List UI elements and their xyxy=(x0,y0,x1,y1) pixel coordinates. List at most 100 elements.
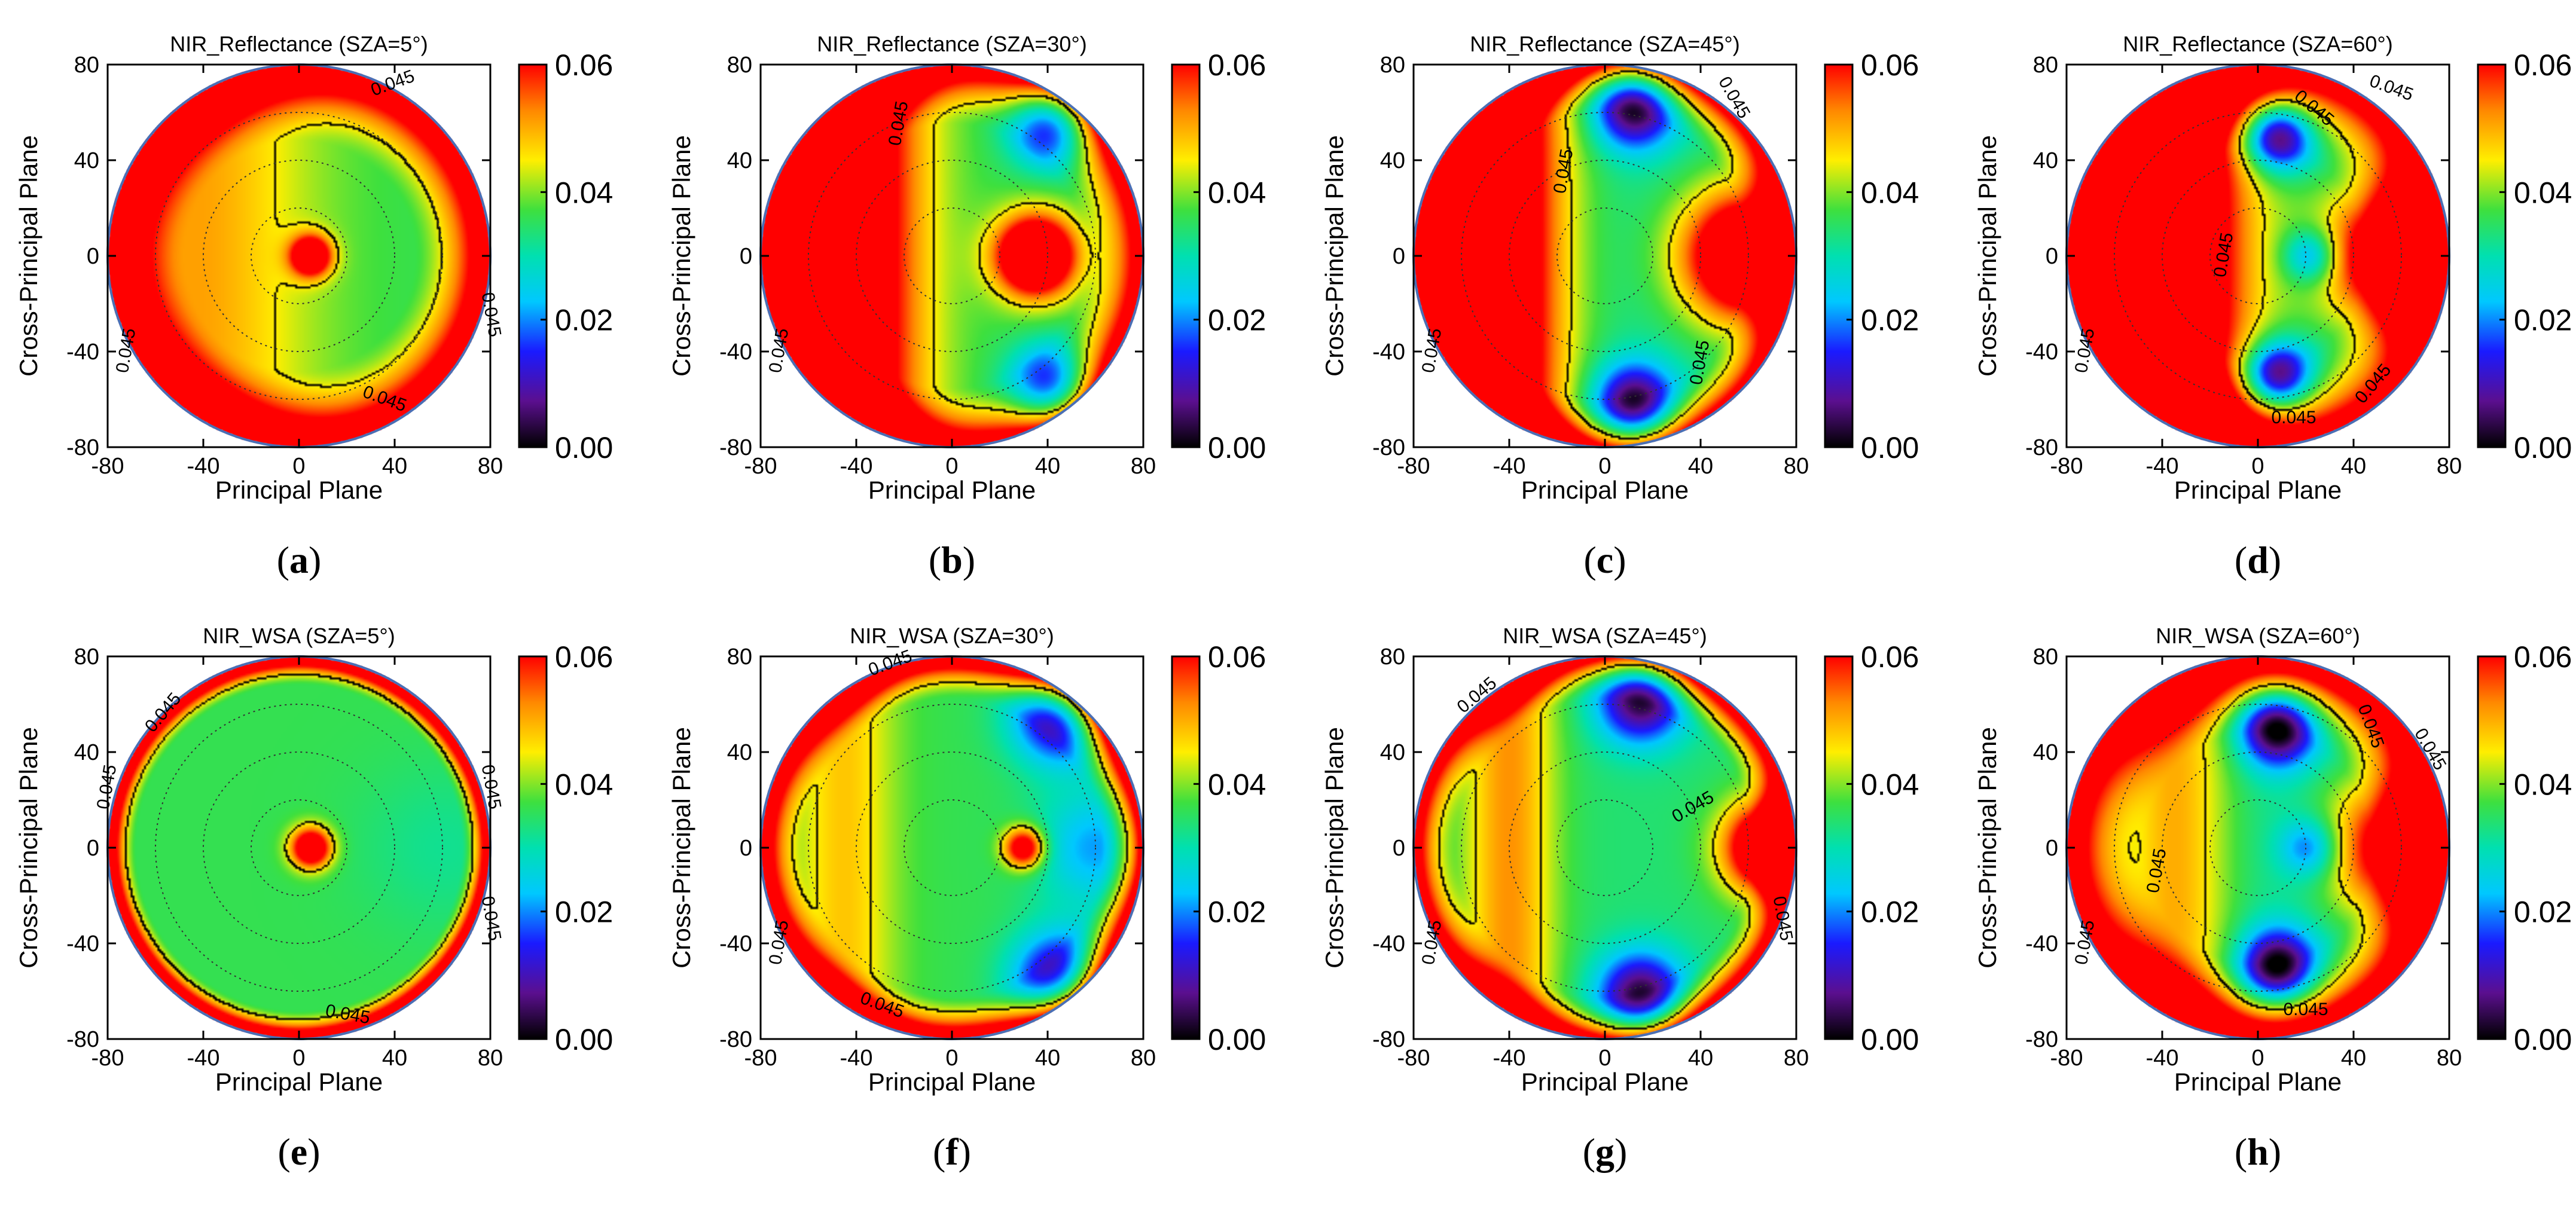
y-tick-label: -40 xyxy=(2025,340,2058,365)
y-tick-label: 80 xyxy=(74,53,99,78)
y-tick-label: 40 xyxy=(1380,740,1405,765)
grid-ring xyxy=(808,704,1096,992)
x-tick-label: 80 xyxy=(2437,1046,2462,1071)
grid-ring xyxy=(155,112,443,400)
colorbar-tick-label: 0.02 xyxy=(2514,896,2572,929)
panel-caption: (g) xyxy=(1583,1130,1628,1173)
colorbar-tick-label: 0.02 xyxy=(1861,896,1919,929)
colorbar-tick-label: 0.00 xyxy=(1861,431,1919,465)
x-axis-label: Principal Plane xyxy=(868,476,1036,504)
grid-ring xyxy=(1509,160,1701,352)
panel-title: NIR_WSA (SZA=60°) xyxy=(2156,624,2360,648)
colorbar-tick-label: 0.02 xyxy=(2514,304,2572,337)
colorbar-tick-label: 0.02 xyxy=(555,304,613,337)
grid-ring xyxy=(2162,160,2354,352)
panel-title: NIR_WSA (SZA=45°) xyxy=(1503,624,1707,648)
grid-ring xyxy=(808,112,1096,400)
y-tick-label: -80 xyxy=(719,435,752,460)
colorbar-tick-label: 0.02 xyxy=(555,896,613,929)
panel-caption: (a) xyxy=(277,539,322,581)
y-tick-label: -80 xyxy=(66,435,99,460)
colorbar-tick-label: 0.06 xyxy=(1861,48,1919,82)
colorbar-tick-label: 0.06 xyxy=(2514,640,2572,674)
x-tick-label: 80 xyxy=(478,454,503,479)
colorbar xyxy=(1171,63,1201,448)
colorbar-tick-label: 0.06 xyxy=(555,48,613,82)
grid-ring xyxy=(1509,751,1701,944)
y-tick-label: -40 xyxy=(1372,340,1405,365)
x-tick-label: -40 xyxy=(2146,1046,2179,1071)
y-tick-label: 40 xyxy=(2033,740,2058,765)
panel-c: NIR_Reflectance (SZA=45°)0.0450.0450.045… xyxy=(1320,32,1919,581)
x-tick-label: 80 xyxy=(2437,454,2462,479)
heatmap-image xyxy=(761,65,1143,447)
x-tick-label: -40 xyxy=(187,1046,220,1071)
y-tick-label: 80 xyxy=(2033,53,2058,78)
x-tick-label: 0 xyxy=(2251,1046,2264,1071)
colorbar-tick-label: 0.04 xyxy=(1861,768,1919,801)
y-axis-label: Cross-Principal Plane xyxy=(667,135,695,377)
y-tick-label: 0 xyxy=(87,836,99,861)
grid-ring xyxy=(203,160,395,352)
x-tick-label: 80 xyxy=(1784,1046,1809,1071)
panel-title: NIR_Reflectance (SZA=45°) xyxy=(1470,32,1740,56)
panel-title: NIR_Reflectance (SZA=60°) xyxy=(2123,32,2393,56)
y-tick-label: 80 xyxy=(1380,53,1405,78)
x-tick-label: 40 xyxy=(1688,454,1713,479)
heatmap-image xyxy=(2067,65,2449,447)
y-tick-label: 0 xyxy=(740,836,752,861)
grid-ring xyxy=(1556,207,1653,304)
colorbar-tick-label: 0.06 xyxy=(1208,640,1266,674)
grid-ring xyxy=(251,207,347,304)
y-axis-label: Cross-Principal Plane xyxy=(1320,135,1348,377)
x-tick-label: 0 xyxy=(292,454,305,479)
y-tick-label: -40 xyxy=(66,340,99,365)
y-tick-label: -80 xyxy=(1372,1027,1405,1052)
heatmap-image xyxy=(1414,65,1796,447)
heatmap-image xyxy=(1414,656,1796,1039)
colorbar-tick-label: 0.06 xyxy=(555,640,613,674)
colorbar-tick-label: 0.00 xyxy=(555,1023,613,1056)
panel-h: NIR_WSA (SZA=60°)0.045 0.0450.0450.0450.0… xyxy=(1973,624,2572,1173)
y-tick-label: 40 xyxy=(727,740,752,765)
colorbar-tick-label: 0.06 xyxy=(1861,640,1919,674)
y-tick-label: 0 xyxy=(740,244,752,269)
colorbar-tick-label: 0.00 xyxy=(2514,1023,2572,1056)
x-tick-label: 40 xyxy=(1035,454,1060,479)
x-tick-label: 40 xyxy=(1688,1046,1713,1071)
y-axis-label: Cross-Principal Plane xyxy=(14,135,42,377)
y-tick-label: -80 xyxy=(2025,435,2058,460)
colorbar-tick-label: 0.00 xyxy=(1861,1023,1919,1056)
x-axis-label: Principal Plane xyxy=(2174,1068,2342,1096)
grid-ring xyxy=(1461,704,1749,992)
x-tick-label: 80 xyxy=(1784,454,1809,479)
colorbar xyxy=(1824,63,1854,448)
colorbar xyxy=(2477,63,2507,448)
grid-ring xyxy=(251,799,347,896)
x-tick-label: -40 xyxy=(840,454,873,479)
grid-ring xyxy=(856,160,1048,352)
y-tick-label: 0 xyxy=(2046,836,2058,861)
x-tick-label: 40 xyxy=(382,1046,407,1071)
y-axis-label: Cross-Principal Plane xyxy=(1973,727,2001,968)
panel-title: NIR_WSA (SZA=30°) xyxy=(850,624,1054,648)
x-tick-label: 40 xyxy=(2341,1046,2366,1071)
y-tick-label: -40 xyxy=(66,931,99,957)
y-tick-label: -40 xyxy=(2025,931,2058,957)
colorbar-tick-label: 0.02 xyxy=(1208,896,1266,929)
heatmap-image xyxy=(2067,656,2449,1039)
heatmap-image xyxy=(761,656,1143,1039)
x-tick-label: 0 xyxy=(292,1046,305,1071)
y-tick-label: 40 xyxy=(727,148,752,173)
contour-label: 0.045 xyxy=(2271,408,2316,427)
y-axis-label: Cross-Principal Plane xyxy=(1973,135,2001,377)
y-axis-label: Cross-Principal Plane xyxy=(667,727,695,968)
x-tick-label: 80 xyxy=(1131,1046,1156,1071)
panel-title: NIR_Reflectance (SZA=5°) xyxy=(170,32,428,56)
contour-label: 0.045 xyxy=(2283,1000,2328,1019)
y-tick-label: 80 xyxy=(2033,644,2058,670)
colorbar-tick-label: 0.04 xyxy=(2514,176,2572,209)
